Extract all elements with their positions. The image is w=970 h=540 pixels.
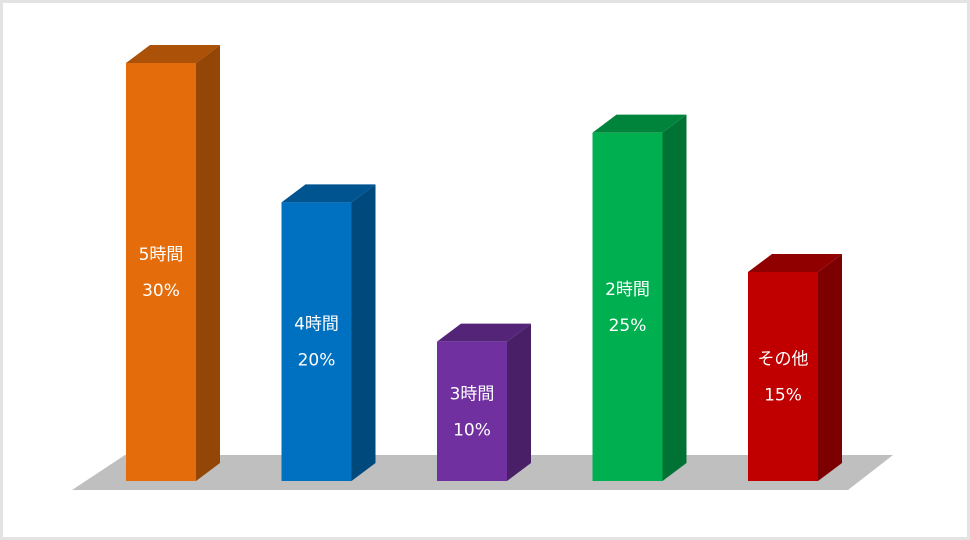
- bar-top: [126, 45, 220, 63]
- bar: [126, 63, 196, 481]
- bar-side: [351, 184, 376, 482]
- value-label: 15%: [764, 386, 802, 406]
- value-label: 30%: [142, 281, 180, 301]
- bar-top: [748, 254, 842, 272]
- bar-top: [437, 323, 531, 342]
- bar-side: [196, 45, 220, 481]
- value-label: 20%: [298, 351, 336, 371]
- category-label: 4時間: [294, 315, 339, 335]
- bar-side: [507, 323, 531, 481]
- category-label: その他: [758, 350, 809, 370]
- bar: [281, 202, 352, 482]
- bar-side: [662, 114, 687, 482]
- category-label: 2時間: [605, 280, 650, 300]
- bar-top: [592, 114, 687, 133]
- bar: [437, 341, 507, 481]
- bar: [592, 132, 663, 481]
- value-label: 10%: [453, 420, 491, 440]
- category-label: 5時間: [139, 245, 184, 265]
- bar-side: [818, 254, 842, 481]
- bar: [748, 272, 818, 481]
- category-label: 3時間: [450, 384, 495, 404]
- value-label: 25%: [609, 316, 647, 336]
- bar-top: [281, 184, 376, 203]
